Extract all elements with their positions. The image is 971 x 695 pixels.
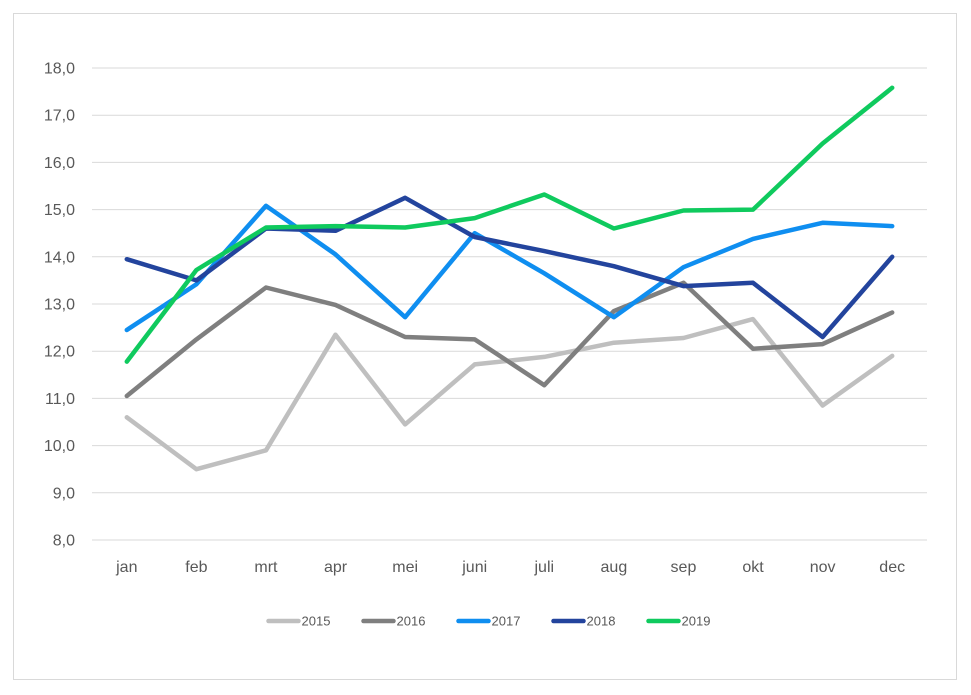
series-2019: [124, 85, 895, 364]
y-tick-label: 9,0: [53, 485, 75, 502]
series-line: [124, 316, 895, 472]
y-tick-label: 8,0: [53, 533, 75, 550]
x-tick-label: apr: [324, 559, 348, 576]
y-tick-label: 10,0: [44, 438, 75, 455]
y-tick-label: 18,0: [44, 61, 75, 78]
chart-frame: 8,0 9,0 10,0 11,0 12,0 13,0 14,0 15,0 16,0 17,0 18…: [13, 13, 957, 680]
x-tick-label: sep: [671, 559, 697, 576]
x-tick-label: nov: [810, 559, 836, 576]
series-2018: [124, 195, 895, 340]
y-tick-label: 14,0: [44, 249, 75, 266]
series-line: [124, 195, 895, 340]
legend-label: 2016: [397, 614, 426, 629]
legend-item-2016: 2016: [361, 614, 426, 629]
y-tick-label: 12,0: [44, 344, 75, 361]
x-tick-label: juli: [534, 559, 555, 576]
x-tick-label: dec: [879, 559, 905, 576]
series-line: [124, 85, 895, 364]
x-tick-label: juni: [461, 559, 487, 576]
series-2017: [124, 203, 895, 333]
legend-label: 2017: [492, 614, 521, 629]
legend-label: 2018: [587, 614, 616, 629]
x-tick-label: mrt: [254, 559, 278, 576]
line-chart: 8,0 9,0 10,0 11,0 12,0 13,0 14,0 15,0 16,0 17,0 18…: [44, 61, 927, 629]
legend-item-2015: 2015: [266, 614, 331, 629]
y-tick-label: 11,0: [45, 391, 75, 408]
x-tick-label: aug: [601, 559, 628, 576]
y-tick-label: 16,0: [44, 155, 75, 172]
legend: 2015 2016 2017 2018 2019: [266, 614, 711, 629]
series-line: [124, 203, 895, 333]
y-tick-label: 15,0: [44, 202, 75, 219]
x-tick-label: mei: [392, 559, 418, 576]
y-tick-label: 13,0: [44, 297, 75, 314]
series-2015: [124, 316, 895, 472]
legend-item-2017: 2017: [456, 614, 521, 629]
y-tick-label: 17,0: [44, 108, 75, 125]
gridlines: [92, 67, 927, 541]
legend-item-2019: 2019: [646, 614, 711, 629]
x-tick-label: okt: [742, 559, 764, 576]
series-2016: [124, 280, 895, 399]
series-lines: [124, 85, 895, 472]
x-tick-label: jan: [115, 559, 137, 576]
legend-item-2018: 2018: [551, 614, 616, 629]
legend-label: 2015: [302, 614, 331, 629]
legend-label: 2019: [682, 614, 711, 629]
series-line: [124, 280, 895, 399]
x-tick-label: feb: [185, 559, 207, 576]
y-axis-tick-labels: 8,0 9,0 10,0 11,0 12,0 13,0 14,0 15,0 16,0 17,0 18…: [44, 61, 75, 550]
x-axis-tick-labels: jan feb mrt apr mei juni juli aug sep okt nov dec: [115, 559, 905, 576]
